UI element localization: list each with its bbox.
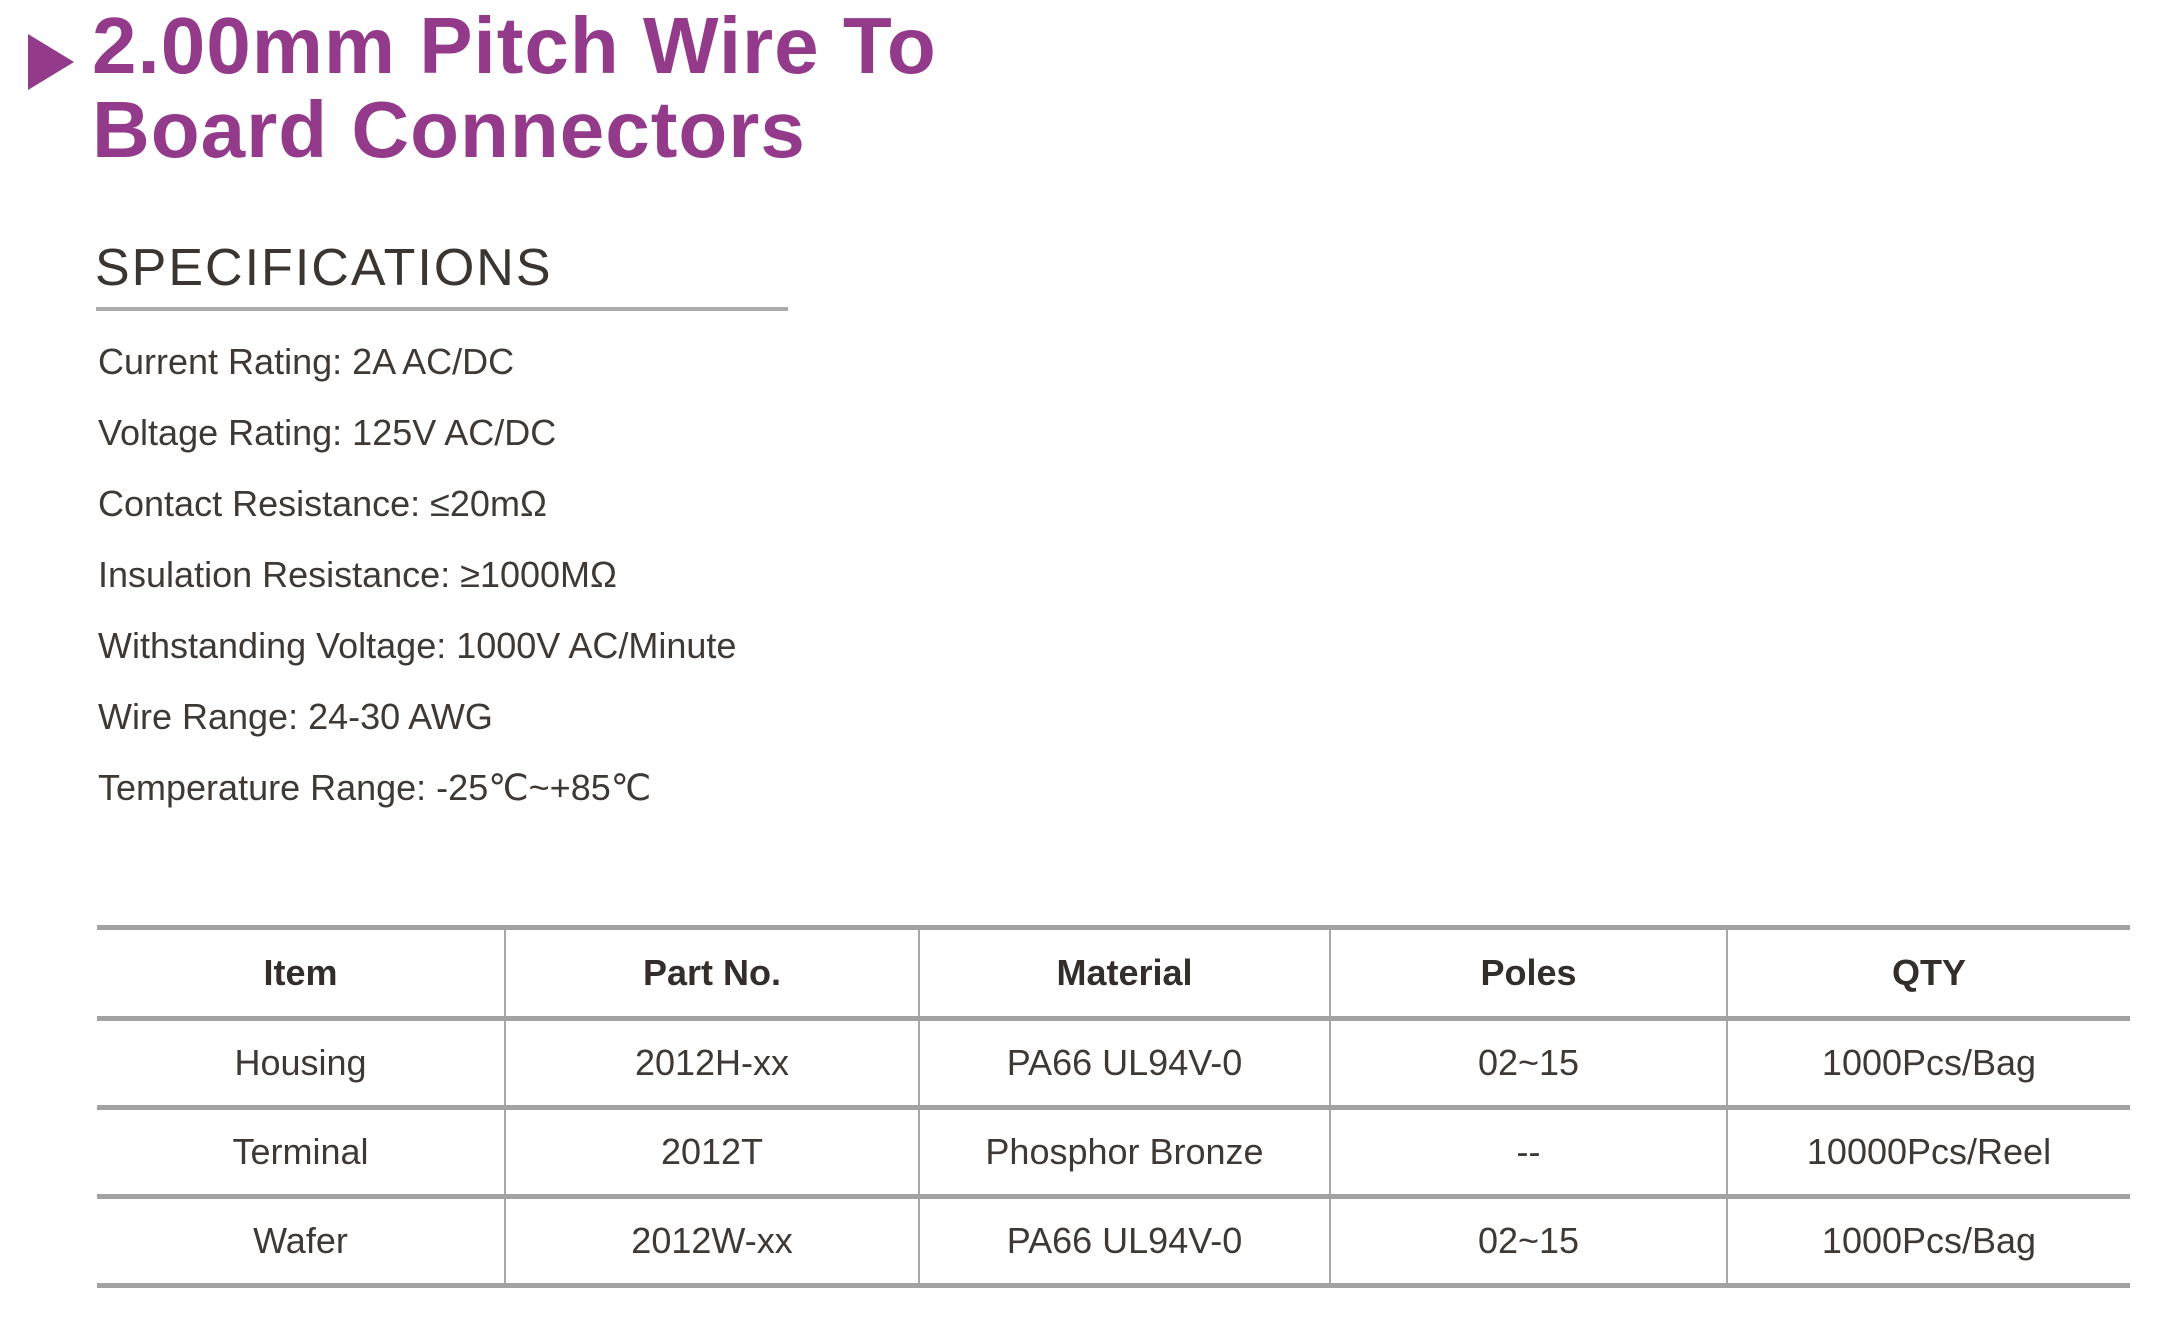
specifications-list: Current Rating: 2A AC/DC Voltage Rating:… xyxy=(98,326,736,823)
spec-item-wire-range: Wire Range: 24-30 AWG xyxy=(98,696,493,737)
parts-table: Item Part No. Material Poles QTY Housing… xyxy=(97,925,2130,1288)
spec-item-insulation-resistance: Insulation Resistance: ≥1000MΩ xyxy=(98,554,617,595)
table-cell: PA66 UL94V-0 xyxy=(918,1018,1330,1108)
specifications-heading: SPECIFICATIONS xyxy=(95,239,553,297)
table-cell: Phosphor Bronze xyxy=(918,1107,1330,1197)
spec-item-current-rating: Current Rating: 2A AC/DC xyxy=(98,341,515,382)
spec-item-voltage-rating: Voltage Rating: 125V AC/DC xyxy=(98,412,557,453)
table-cell: -- xyxy=(1329,1107,1727,1197)
table-cell: 2012T xyxy=(504,1107,919,1197)
table-row-terminal: Terminal 2012T Phosphor Bronze -- 10000P… xyxy=(97,1107,2130,1197)
table-cell: 02~15 xyxy=(1329,1018,1727,1108)
table-cell: 02~15 xyxy=(1329,1196,1727,1286)
parts-table-container: Item Part No. Material Poles QTY Housing… xyxy=(97,925,2130,1288)
spec-item-withstanding-voltage: Withstanding Voltage: 1000V AC/Minute xyxy=(98,625,737,666)
spec-item-contact-resistance: Contact Resistance: ≤20mΩ xyxy=(98,483,547,524)
page-title: 2.00mm Pitch Wire To Board Connectors xyxy=(92,4,937,172)
table-cell: Wafer xyxy=(253,1220,348,1261)
table-cell: 2012H-xx xyxy=(504,1018,919,1108)
column-header-poles: Poles xyxy=(1329,927,1727,1019)
table-cell: 2012W-xx xyxy=(504,1196,919,1286)
table-cell: 10000Pcs/Reel xyxy=(1726,1107,2130,1197)
table-cell: PA66 UL94V-0 xyxy=(918,1196,1330,1286)
column-header-item: Item xyxy=(263,952,338,993)
page-title-line-2: Board Connectors xyxy=(92,85,806,174)
table-header-row: Item Part No. Material Poles QTY xyxy=(97,927,2130,1019)
table-cell: 1000Pcs/Bag xyxy=(1726,1196,2130,1286)
table-cell: Housing xyxy=(234,1042,367,1083)
column-header-material: Material xyxy=(918,927,1330,1019)
table-cell: Terminal xyxy=(232,1131,369,1172)
column-header-part-no: Part No. xyxy=(504,927,919,1019)
column-header-qty: QTY xyxy=(1726,927,2130,1019)
section-arrow-icon xyxy=(28,34,74,90)
specifications-underline xyxy=(96,307,788,311)
spec-item-temperature-range: Temperature Range: -25℃~+85℃ xyxy=(98,767,652,808)
table-row-housing: Housing 2012H-xx PA66 UL94V-0 02~15 1000… xyxy=(97,1018,2130,1108)
table-cell: 1000Pcs/Bag xyxy=(1726,1018,2130,1108)
page-title-line-1: 2.00mm Pitch Wire To xyxy=(92,1,937,90)
table-row-wafer: Wafer 2012W-xx PA66 UL94V-0 02~15 1000Pc… xyxy=(97,1196,2130,1286)
